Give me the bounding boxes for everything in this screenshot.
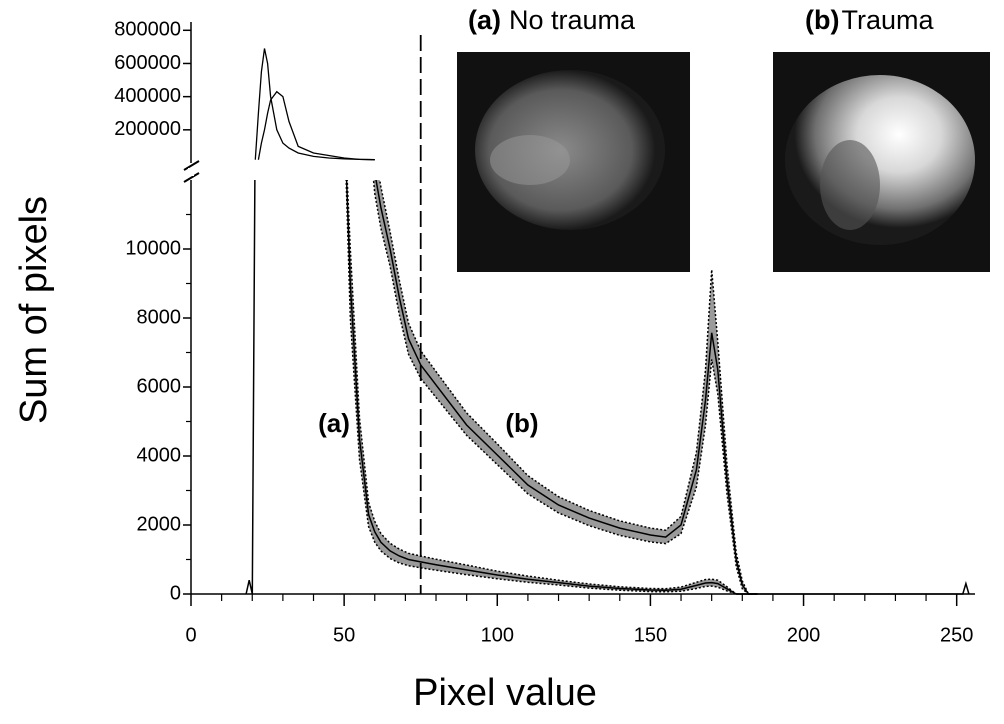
inset-label: Trauma [841,5,934,35]
y-axis-label: Sum of pixels [13,196,55,424]
y-tick-label: 2000 [137,513,182,535]
x-tick-label: 200 [787,624,820,646]
inset-title: (b)Trauma [805,5,934,35]
inset-image-a [457,52,690,272]
x-axis-label: Pixel value [413,672,597,714]
band-upper [346,180,758,595]
band-upper [378,180,758,595]
curve-label: (b) [505,408,538,438]
inset-label: No trauma [509,5,636,35]
band [346,180,758,594]
x-tick-label: 50 [333,624,355,646]
y-tick-label: 400000 [114,85,181,107]
band [373,180,758,594]
x-tick-label: 250 [940,624,973,646]
inset-tag: (a) [468,5,501,35]
axis-break-gap [188,168,194,176]
x-tick-label: 0 [185,624,196,646]
line [254,48,375,161]
y-tick-label: 4000 [137,444,182,466]
inset-tag: (b) [805,5,839,35]
y-tick-label: 800000 [114,19,181,41]
line [375,180,758,595]
y-tick-label: 10000 [125,237,181,259]
axis-break [183,160,200,171]
line [257,90,375,161]
y-tick-label: 600000 [114,52,181,74]
x-tick-label: 150 [634,624,667,646]
y-tick-label: 6000 [137,375,182,397]
curve-label: (a) [318,408,350,438]
inset-title: (a) No trauma [468,5,636,35]
axis-break [183,172,200,183]
band-lower [345,180,758,595]
y-tick-label: 8000 [137,306,182,328]
y-tick-label: 0 [170,582,181,604]
x-tick-label: 100 [481,624,514,646]
inset-image-b [773,52,990,272]
y-tick-label: 200000 [114,118,181,140]
band-lower [372,180,758,595]
